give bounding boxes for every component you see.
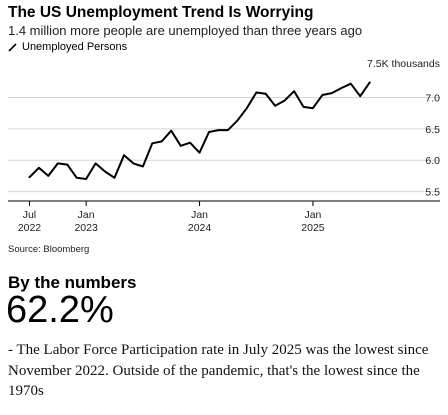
- x-tick-label: 2022: [18, 222, 42, 234]
- line-chart: 5.56.06.57.07.5K thousandsJul2022Jan2023…: [8, 58, 440, 234]
- legend-label: Unemployed Persons: [22, 41, 128, 53]
- y-tick-label: 6.5: [425, 124, 440, 136]
- x-tick-label: Jan: [191, 209, 208, 221]
- x-tick-label: 2025: [301, 222, 325, 234]
- x-tick-label: 2024: [188, 222, 212, 234]
- x-tick-label: Jan: [78, 209, 95, 221]
- chart-subtitle: 1.4 million more people are unemployed t…: [8, 23, 363, 38]
- section-heading: By the numbers: [8, 273, 137, 292]
- source-note: Source: Bloomberg: [8, 244, 90, 255]
- description-text: - The Labor Force Participation rate in …: [8, 342, 429, 399]
- x-tick-label: Jan: [304, 209, 321, 221]
- chart-title: The US Unemployment Trend Is Worrying: [8, 4, 314, 21]
- big-number: 62.2%: [6, 289, 114, 331]
- y-tick-label: 5.5: [425, 187, 440, 199]
- x-tick-label: Jul: [23, 209, 36, 221]
- x-tick-label: 2023: [74, 222, 98, 234]
- y-tick-label: 6.0: [425, 155, 440, 167]
- y-tick-label: 7.0: [425, 93, 440, 105]
- series-line-unemployed-persons: [28, 81, 371, 180]
- legend-line-icon: [8, 42, 17, 52]
- legend: Unemployed Persons: [8, 41, 127, 53]
- y-unit-label: 7.5K thousands: [367, 58, 440, 70]
